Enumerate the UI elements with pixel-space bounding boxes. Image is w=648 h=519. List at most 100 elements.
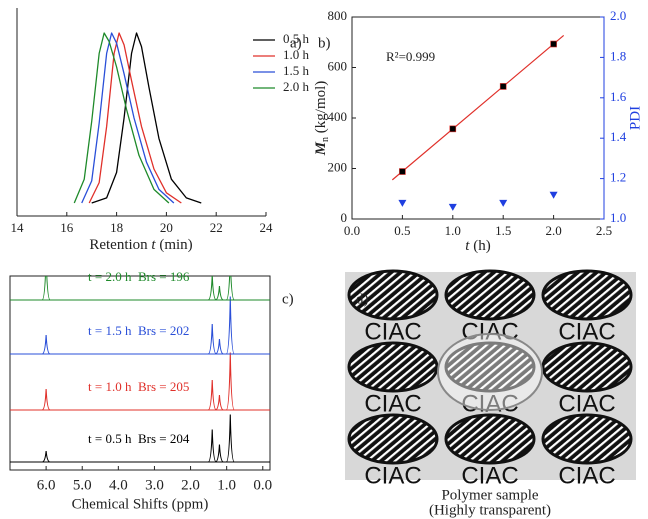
y-axis-label-sub: n <box>320 137 331 142</box>
x-axis-label-unit: (h) <box>469 238 490 254</box>
x-axis-label: t (h) <box>465 238 490 254</box>
peak <box>225 414 235 463</box>
y2-tick-label: 2.0 <box>610 8 626 23</box>
spectrum-label: t = 1.5 h Brs = 202 <box>88 323 189 338</box>
caption: Polymer sample <box>441 487 538 503</box>
peak <box>41 450 51 463</box>
logo-text: CIAC <box>461 462 518 489</box>
x-tick-label: 0.5 <box>394 223 410 238</box>
panel-a: 14 16 18 20 22 24 Retention t (min) 0.5 h1.0 h1… <box>11 8 310 253</box>
y2-tick-label: 1.2 <box>610 170 626 185</box>
x-tick-label: 2.0 <box>545 223 561 238</box>
plot-frame <box>9 275 271 471</box>
peak <box>225 352 235 411</box>
x-tick-label: 2.0 <box>181 477 200 493</box>
logo-text: CIAC <box>364 318 421 345</box>
curve <box>73 32 170 204</box>
peak <box>215 394 224 411</box>
y-tick-label: 0 <box>341 210 348 225</box>
logo-mark <box>444 269 536 321</box>
x-tick-label: 1.0 <box>445 223 461 238</box>
logo-mark <box>541 413 633 465</box>
logo-text: CIAC <box>461 390 518 417</box>
annotation: R²=0.999 <box>386 49 435 64</box>
peak <box>215 444 224 463</box>
mn-marker <box>399 168 406 175</box>
peak <box>225 276 235 301</box>
legend-label: 1.5 h <box>283 63 310 78</box>
x-tick-label: 18 <box>110 220 123 235</box>
peak <box>41 388 51 411</box>
y2-axis-label: PDI <box>627 106 643 130</box>
logo-text: CIAC <box>364 462 421 489</box>
peak <box>41 276 51 301</box>
pdi-marker <box>398 199 407 207</box>
y2-tick-label: 1.4 <box>610 129 627 144</box>
y-tick-label: 200 <box>328 159 348 174</box>
x-tick-label: 20 <box>160 220 173 235</box>
logo-mark <box>347 341 439 393</box>
x-tick-label: 2.5 <box>596 223 612 238</box>
pdi-marker <box>499 199 508 207</box>
spectrum-label: t = 0.5 h Brs = 204 <box>88 431 190 446</box>
logo-text: CIAC <box>558 390 615 417</box>
peak <box>215 338 224 355</box>
y-tick-label: 400 <box>328 109 348 124</box>
x-axis-label-var: t <box>465 238 470 254</box>
x-tick-label: 0.0 <box>253 477 272 493</box>
x-tick-label: 24 <box>260 220 274 235</box>
logo-mark <box>541 269 633 321</box>
x-tick-label: 6.0 <box>37 477 56 493</box>
plot-frame <box>351 16 605 220</box>
x-tick-label: 5.0 <box>73 477 92 493</box>
x-axis-label-text: Retention <box>89 237 151 253</box>
mn-marker <box>550 40 557 48</box>
logo-mark <box>444 341 536 393</box>
x-tick-label: 16 <box>60 220 74 235</box>
logo-mark <box>347 413 439 465</box>
legend-label: 0.5 h <box>283 31 310 46</box>
panel-b: 0.0 0.5 1.0 1.5 2.0 2.5 0 200 400 600 800 1.0 1.2 1.4… <box>313 8 643 254</box>
caption: (Highly transparent) <box>429 502 551 518</box>
logo-mark <box>541 341 633 393</box>
panel-label: b) <box>318 35 331 51</box>
x-tick-label: 14 <box>11 220 25 235</box>
x-tick-label: 0.0 <box>344 223 360 238</box>
panel-c: 6.0 5.0 4.0 3.0 2.0 1.0 0.0 Chemical Shifts (pp… <box>9 269 294 512</box>
mn-marker <box>449 125 457 133</box>
legend-label: 1.0 h <box>283 47 310 62</box>
curve <box>81 32 175 204</box>
legend-label: 2.0 h <box>283 79 310 94</box>
panel-d: CIAC CIAC CIAC CIAC CIAC CIAC CIAC CIAC CIAC d) Po… <box>345 269 636 518</box>
pdi-marker <box>448 203 457 211</box>
curve <box>88 32 182 204</box>
y-axis-label-var: M <box>313 141 329 156</box>
spectrum-label: t = 2.0 h Brs = 196 <box>88 269 190 284</box>
logo-text: CIAC <box>364 390 421 417</box>
spectra <box>10 276 270 463</box>
peak <box>207 379 217 411</box>
logo-text: CIAC <box>558 462 615 489</box>
y-axis-label-unit: (kg/mol) <box>313 81 329 137</box>
peak <box>225 296 235 355</box>
y2-tick-label: 1.0 <box>610 210 626 225</box>
peak <box>215 285 224 301</box>
mn-marker <box>499 83 507 90</box>
x-tick-label: 22 <box>210 220 223 235</box>
y2-tick-label: 1.8 <box>610 48 626 63</box>
panel-label: a) <box>290 35 302 51</box>
peak <box>207 276 217 301</box>
y-tick-label: 600 <box>328 58 348 73</box>
x-axis-label-unit: (min) <box>156 237 193 253</box>
x-tick-label: 3.0 <box>145 477 164 493</box>
y-axis-label: Mn (kg/mol) <box>313 81 331 157</box>
polymer-disk <box>437 333 543 411</box>
spectrum-label: t = 1.0 h Brs = 205 <box>88 379 189 394</box>
fit-line <box>391 34 565 181</box>
peak <box>207 429 217 463</box>
logo-text: CIAC <box>558 318 615 345</box>
x-tick-label: 1.0 <box>217 477 236 493</box>
panel-label: c) <box>282 291 294 307</box>
logo-mark <box>347 269 439 321</box>
